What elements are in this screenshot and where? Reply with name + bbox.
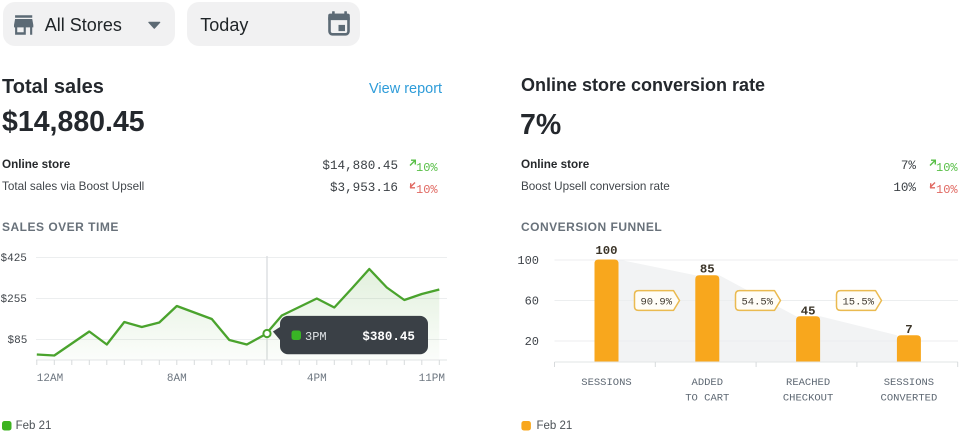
- svg-text:12AM: 12AM: [37, 373, 63, 385]
- svg-text:54.5%: 54.5%: [742, 296, 774, 308]
- svg-text:CHECKOUT: CHECKOUT: [783, 393, 833, 405]
- svg-text:45: 45: [801, 305, 816, 319]
- svg-text:3PM: 3PM: [305, 330, 327, 344]
- svg-text:$255: $255: [1, 294, 27, 306]
- svg-text:10%: 10%: [416, 183, 438, 197]
- svg-text:10%: 10%: [936, 161, 958, 175]
- svg-text:TO CART: TO CART: [685, 393, 729, 405]
- svg-text:REACHED: REACHED: [786, 377, 830, 389]
- svg-text:100: 100: [517, 254, 539, 268]
- svg-text:10%: 10%: [416, 161, 438, 175]
- svg-text:SESSIONS: SESSIONS: [581, 377, 631, 389]
- svg-text:85: 85: [700, 263, 715, 277]
- svg-text:CONVERTED: CONVERTED: [881, 393, 938, 405]
- svg-text:$380.45: $380.45: [362, 330, 415, 344]
- svg-text:100: 100: [595, 244, 617, 258]
- svg-text:8AM: 8AM: [167, 373, 187, 385]
- svg-text:SESSIONS: SESSIONS: [884, 377, 934, 389]
- svg-text:$85: $85: [8, 335, 28, 347]
- svg-text:20: 20: [525, 335, 539, 349]
- svg-text:90.9%: 90.9%: [641, 296, 673, 308]
- svg-text:ADDED: ADDED: [692, 377, 724, 389]
- svg-text:60: 60: [525, 295, 539, 309]
- svg-text:11PM: 11PM: [419, 373, 445, 385]
- svg-text:7: 7: [905, 323, 912, 337]
- svg-text:10%: 10%: [936, 183, 958, 197]
- svg-text:4PM: 4PM: [307, 373, 327, 385]
- svg-text:15.5%: 15.5%: [843, 296, 875, 308]
- svg-text:$425: $425: [1, 253, 27, 265]
